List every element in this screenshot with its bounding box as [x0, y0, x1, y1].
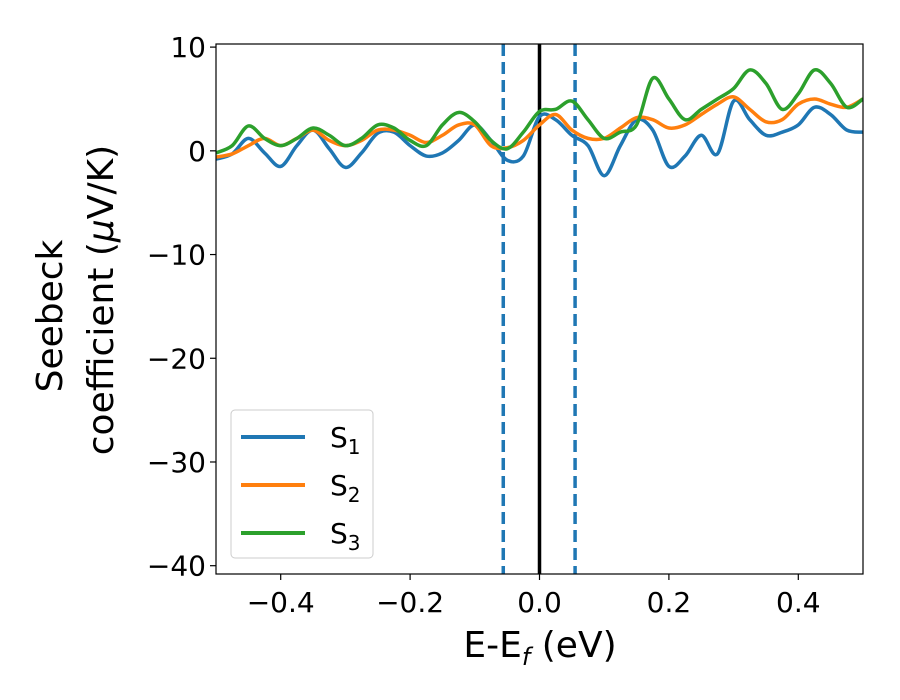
x-tick-label: −0.2	[376, 586, 444, 619]
y-tick-label: −20	[147, 342, 206, 375]
y-tick-label: 0	[188, 135, 206, 168]
x-tick-label: −0.4	[247, 586, 315, 619]
y-tick-label: −40	[147, 550, 206, 583]
x-axis-ticks: −0.4 −0.2 0.0 0.2 0.4	[247, 574, 821, 619]
y-tick-label: −10	[147, 239, 206, 272]
x-tick-label: 0.2	[647, 586, 692, 619]
y-axis-ticks: −40 −30 −20 −10 0 10	[147, 31, 216, 583]
y-tick-label: 10	[170, 31, 206, 64]
legend-label-s1: S1	[330, 421, 361, 459]
y-axis-title: Seebeck coefficient (μV/K)	[30, 145, 122, 455]
series-line-s3	[216, 68, 863, 155]
legend-label-s2: S2	[330, 469, 361, 507]
legend-label-s3: S3	[330, 517, 361, 555]
plot-area	[215, 43, 864, 575]
legend: S1 S2 S3	[230, 409, 374, 559]
y-tick-label: −30	[147, 446, 206, 479]
y-axis-title-line2: coefficient (μV/K)	[81, 145, 122, 455]
x-tick-label: 0.0	[517, 586, 562, 619]
x-tick-label: 0.4	[776, 586, 821, 619]
series-line-s2	[216, 95, 863, 159]
series-layer	[216, 68, 863, 178]
reference-lines	[501, 44, 577, 574]
y-axis-title-line1: Seebeck	[30, 239, 71, 392]
series-line-s1	[216, 98, 863, 178]
x-axis-title: E-Ef (eV)	[463, 625, 616, 671]
